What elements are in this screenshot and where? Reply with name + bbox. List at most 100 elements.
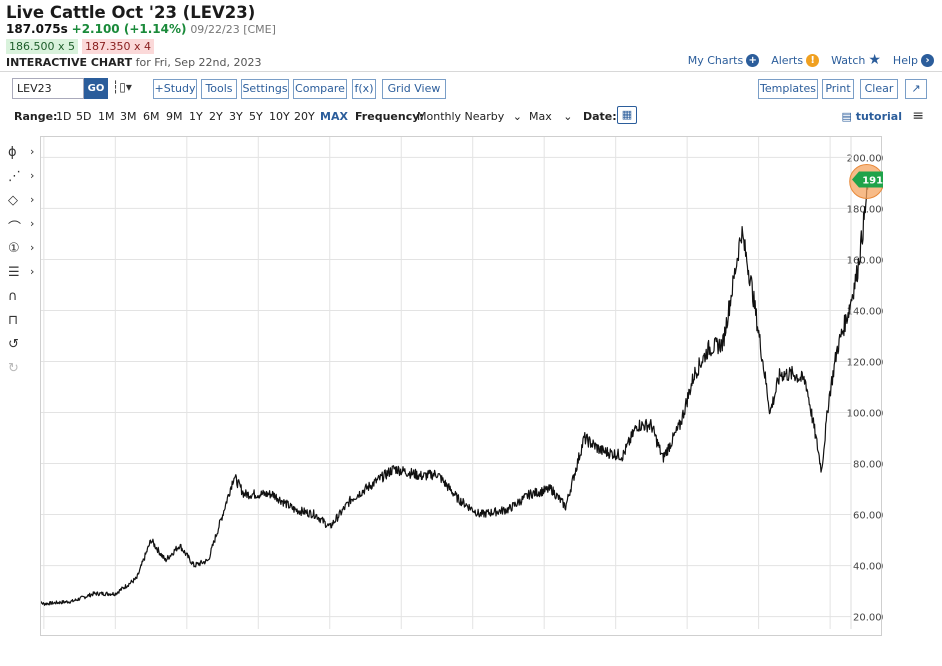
watch-label: Watch [831, 54, 866, 67]
range-1m[interactable]: 1M [98, 110, 115, 123]
grid-view-button[interactable]: Grid View [382, 79, 446, 99]
y-tick-label: 120.000 [847, 357, 883, 368]
y-tick-label: 80.000 [853, 460, 883, 471]
redo-tool[interactable]: ↻ [8, 361, 38, 381]
y-tick-label: 160.000 [847, 255, 883, 266]
annotation-tool[interactable]: ① › [8, 241, 38, 261]
range-10y[interactable]: 10Y [269, 110, 290, 123]
chevron-right-icon: › [30, 193, 35, 206]
range-max[interactable]: MAX [320, 110, 348, 123]
range-20y[interactable]: 20Y [294, 110, 315, 123]
undo-icon: ↺ [8, 337, 19, 352]
trendline-icon: ⋰ [8, 169, 21, 184]
y-tick-label: 140.000 [847, 306, 883, 317]
quote-meta: 09/22/23 [CME] [190, 23, 276, 36]
lock-icon: ⊓ [8, 313, 19, 328]
range-2y[interactable]: 2Y [209, 110, 223, 123]
magnet-icon: ∩ [8, 289, 18, 304]
range-label: Range: [14, 110, 58, 123]
watch-link[interactable]: Watch ★ [831, 52, 881, 68]
last-price-badge-label: 191.350 [862, 175, 883, 186]
tools-button[interactable]: Tools [201, 79, 237, 99]
clear-button[interactable]: Clear [860, 79, 898, 99]
film-icon: ▤ [841, 110, 852, 123]
arc-tool[interactable]: ⌒ › [8, 217, 38, 237]
price-series-line [41, 175, 870, 606]
hamburger-menu-icon[interactable]: ≡ [912, 108, 924, 124]
undo-tool[interactable]: ↺ [8, 337, 38, 357]
chevron-right-icon: › [30, 145, 35, 158]
alert-icon: ! [806, 54, 820, 67]
range-3m[interactable]: 3M [120, 110, 137, 123]
chevron-right-icon: › [30, 265, 35, 278]
frequency-value: Monthly Nearby [417, 110, 505, 123]
last-price: 187.075s [6, 22, 68, 36]
bid-badge: 186.500 x 5 [6, 39, 78, 54]
y-tick-label: 100.000 [847, 409, 883, 420]
chart-area[interactable]: 6619711976198119861991199620012006201120… [40, 136, 883, 637]
bid-ask: 186.500 x 5 187.350 x 4 [6, 39, 154, 54]
fibonacci-icon: ☰ [8, 265, 20, 280]
top-links: My Charts + Alerts ! Watch ★ Help › [687, 52, 934, 68]
expand-button[interactable]: ↗ [905, 79, 927, 99]
range-1d[interactable]: 1D [56, 110, 72, 123]
redo-icon: ↻ [8, 361, 19, 376]
last-price-badge [852, 171, 883, 188]
frequency-select[interactable]: Monthly Nearby ⌄ [417, 110, 522, 123]
candlestick-type-icon[interactable]: ┆▯▾ [112, 80, 132, 94]
print-button[interactable]: Print [822, 79, 854, 99]
y-tick-label: 200.000 [847, 153, 883, 164]
my-charts-link[interactable]: My Charts + [687, 54, 760, 67]
templates-button[interactable]: Templates [758, 79, 818, 99]
chevron-right-icon: › [30, 241, 35, 254]
chevron-right-icon: › [30, 217, 35, 230]
function-button[interactable]: f(x) [352, 79, 376, 99]
range-6m[interactable]: 6M [143, 110, 160, 123]
chevron-down-icon: ⌄ [512, 110, 523, 123]
range-5d[interactable]: 5D [76, 110, 92, 123]
price-chart[interactable]: 6619711976198119861991199620012006201120… [41, 137, 883, 637]
magnet-tool[interactable]: ∩ [8, 289, 38, 309]
alerts-label: Alerts [771, 54, 804, 67]
calendar-icon[interactable]: ▦ [617, 106, 637, 124]
my-charts-label: My Charts [687, 54, 744, 67]
period-select[interactable]: Max ⌄ [529, 110, 572, 123]
range-bar: Range: 1D 5D 1M 3M 6M 9M 1Y 2Y 3Y 5Y 10Y… [14, 106, 934, 126]
crosshair-icon: ϕ [8, 145, 17, 160]
crosshair-tool[interactable]: ϕ › [8, 145, 38, 165]
go-button[interactable]: GO [84, 78, 108, 99]
price-change: +2.100 (+1.14%) [71, 22, 187, 36]
interactive-chart-date: for Fri, Sep 22nd, 2023 [135, 56, 262, 69]
tutorial-link[interactable]: ▤ tutorial [841, 110, 902, 123]
period-value: Max [529, 110, 552, 123]
interactive-chart-heading: INTERACTIVE CHART for Fri, Sep 22nd, 202… [6, 56, 262, 69]
shape-icon: ◇ [8, 193, 18, 208]
compare-button[interactable]: Compare [293, 79, 347, 99]
plus-circle-icon: + [746, 54, 760, 67]
arc-icon: ⌒ [8, 221, 22, 236]
y-tick-label: 20.000 [853, 613, 883, 624]
range-3y[interactable]: 3Y [229, 110, 243, 123]
alerts-link[interactable]: Alerts ! [771, 54, 820, 67]
add-study-button[interactable]: +Study [153, 79, 197, 99]
price-line: 187.075s +2.100 (+1.14%) 09/22/23 [CME] [6, 22, 276, 36]
fibonacci-tool[interactable]: ☰ › [8, 265, 38, 285]
y-tick-label: 40.000 [853, 562, 883, 573]
star-icon: ★ [868, 52, 881, 68]
help-arrow-icon: › [921, 54, 934, 67]
tutorial-label: tutorial [855, 110, 902, 123]
frequency-label: Frequency: [355, 110, 424, 123]
settings-button[interactable]: Settings [241, 79, 289, 99]
range-9m[interactable]: 9M [166, 110, 183, 123]
range-5y[interactable]: 5Y [249, 110, 263, 123]
chevron-right-icon: › [30, 169, 35, 182]
ask-badge: 187.350 x 4 [82, 39, 154, 54]
chevron-down-icon: ⌄ [563, 110, 573, 123]
help-link[interactable]: Help › [893, 54, 934, 67]
range-1y[interactable]: 1Y [189, 110, 203, 123]
symbol-input[interactable] [12, 78, 84, 99]
lock-tool[interactable]: ⊓ [8, 313, 38, 333]
trendline-tool[interactable]: ⋰ › [8, 169, 38, 189]
shape-tool[interactable]: ◇ › [8, 193, 38, 213]
date-label: Date: [583, 110, 617, 123]
